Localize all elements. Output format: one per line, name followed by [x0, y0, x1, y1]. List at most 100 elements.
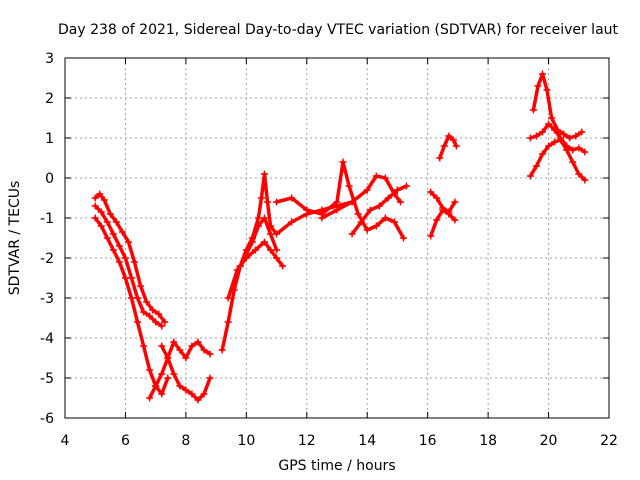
data-point-marker	[539, 150, 547, 158]
data-point-marker	[115, 242, 123, 250]
data-point-marker	[218, 346, 226, 354]
data-point-marker	[146, 312, 154, 320]
data-point-marker	[91, 194, 99, 202]
data-point-marker	[260, 214, 268, 222]
series-line	[531, 72, 584, 140]
data-point-marker	[106, 210, 114, 218]
data-point-marker	[279, 262, 287, 270]
data-point-marker	[529, 106, 537, 114]
data-point-marker	[206, 374, 214, 382]
data-point-marker	[439, 204, 447, 212]
data-point-marker	[399, 234, 407, 242]
y-axis-label: SDTVAR / TECUs	[7, 181, 23, 296]
data-point-marker	[248, 234, 256, 242]
data-point-marker	[194, 396, 202, 404]
data-point-marker	[170, 370, 178, 378]
y-tick-label: 0	[45, 171, 54, 187]
data-point-marker	[91, 214, 99, 222]
data-point-marker	[121, 254, 129, 262]
series-arc-10	[318, 172, 404, 222]
data-point-marker	[155, 310, 163, 318]
data-point-marker	[236, 262, 244, 270]
data-point-marker	[445, 132, 453, 140]
data-point-marker	[267, 230, 275, 238]
data-point-marker	[131, 258, 139, 266]
data-point-marker	[575, 144, 583, 152]
y-tick-label: -5	[40, 371, 54, 387]
x-tick-label: 6	[121, 433, 130, 449]
data-point-marker	[557, 136, 565, 144]
data-point-marker	[161, 318, 169, 326]
data-point-marker	[560, 130, 568, 138]
data-point-marker	[251, 246, 259, 254]
data-point-marker	[146, 366, 154, 374]
data-point-marker	[451, 198, 459, 206]
data-point-marker	[206, 350, 214, 358]
data-point-marker	[115, 258, 123, 266]
data-point-marker	[539, 70, 547, 78]
data-point-marker	[182, 386, 190, 394]
grid-layer	[65, 58, 609, 418]
data-point-marker	[569, 158, 577, 166]
data-point-marker	[164, 374, 172, 382]
data-point-marker	[333, 206, 341, 214]
data-point-marker	[233, 266, 241, 274]
data-point-marker	[581, 176, 589, 184]
data-point-marker	[124, 238, 132, 246]
data-point-marker	[451, 216, 459, 224]
x-tick-label: 14	[358, 433, 376, 449]
data-point-marker	[91, 202, 99, 210]
data-point-marker	[339, 158, 347, 166]
data-point-marker	[381, 214, 389, 222]
data-point-marker	[375, 202, 383, 210]
data-point-marker	[554, 126, 562, 134]
series-line	[93, 204, 164, 328]
y-tick-label: -2	[40, 251, 54, 267]
data-point-marker	[254, 214, 262, 222]
x-tick-label: 8	[181, 433, 190, 449]
data-point-marker	[263, 198, 271, 206]
data-point-marker	[363, 186, 371, 194]
data-point-marker	[109, 246, 117, 254]
data-point-marker	[390, 218, 398, 226]
series-arc-15	[526, 120, 589, 156]
data-point-marker	[97, 208, 105, 216]
data-point-marker	[532, 162, 540, 170]
data-point-marker	[452, 142, 460, 150]
data-point-marker	[121, 274, 129, 282]
data-point-marker	[273, 254, 281, 262]
data-point-marker	[134, 294, 142, 302]
y-tick-label: 3	[45, 51, 54, 67]
series-arc-5	[158, 342, 214, 404]
x-tick-label: 4	[61, 433, 70, 449]
data-point-marker	[200, 346, 208, 354]
data-point-marker	[100, 196, 108, 204]
series-arc-8	[236, 170, 356, 270]
data-point-marker	[333, 198, 341, 206]
data-point-marker	[273, 246, 281, 254]
data-point-marker	[146, 394, 154, 402]
data-point-marker	[273, 198, 281, 206]
data-point-marker	[224, 294, 232, 302]
data-point-marker	[140, 342, 148, 350]
series-layer	[91, 70, 589, 404]
data-point-marker	[445, 208, 453, 216]
data-point-marker	[539, 128, 547, 136]
data-point-marker	[569, 146, 577, 154]
data-point-marker	[436, 154, 444, 162]
data-point-marker	[260, 238, 268, 246]
x-tick-label: 12	[298, 433, 316, 449]
data-point-marker	[545, 142, 553, 150]
y-tick-label: -3	[40, 291, 54, 307]
data-point-marker	[158, 390, 166, 398]
data-point-marker	[118, 228, 126, 236]
series-arc-16	[529, 70, 586, 142]
data-point-marker	[403, 182, 411, 190]
data-point-marker	[176, 382, 184, 390]
data-point-marker	[97, 222, 105, 230]
data-point-marker	[164, 354, 172, 362]
series-line	[238, 172, 354, 268]
x-axis-label: GPS time / hours	[278, 458, 395, 474]
data-point-marker	[551, 138, 559, 146]
